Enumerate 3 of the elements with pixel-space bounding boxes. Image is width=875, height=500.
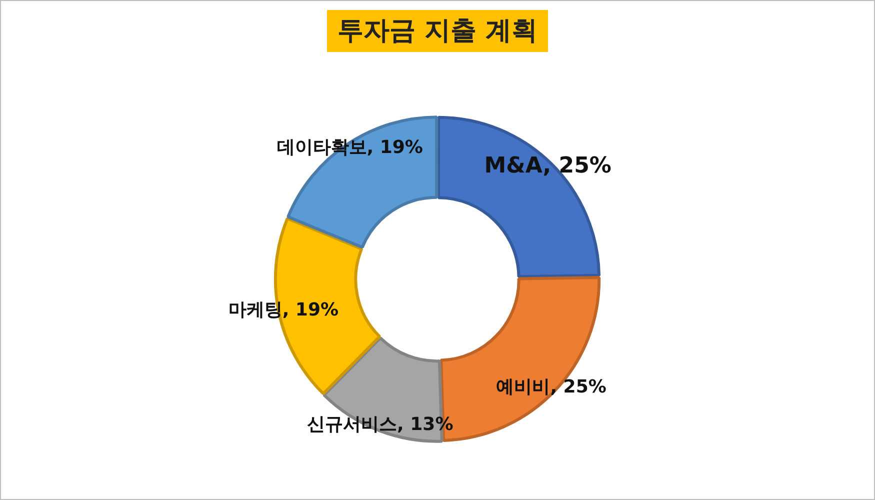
slice-label: M&A, 25% xyxy=(484,154,612,179)
chart-title: 투자금 지출 계획 xyxy=(327,10,548,52)
slice-label: 예비비, 25% xyxy=(496,376,606,398)
